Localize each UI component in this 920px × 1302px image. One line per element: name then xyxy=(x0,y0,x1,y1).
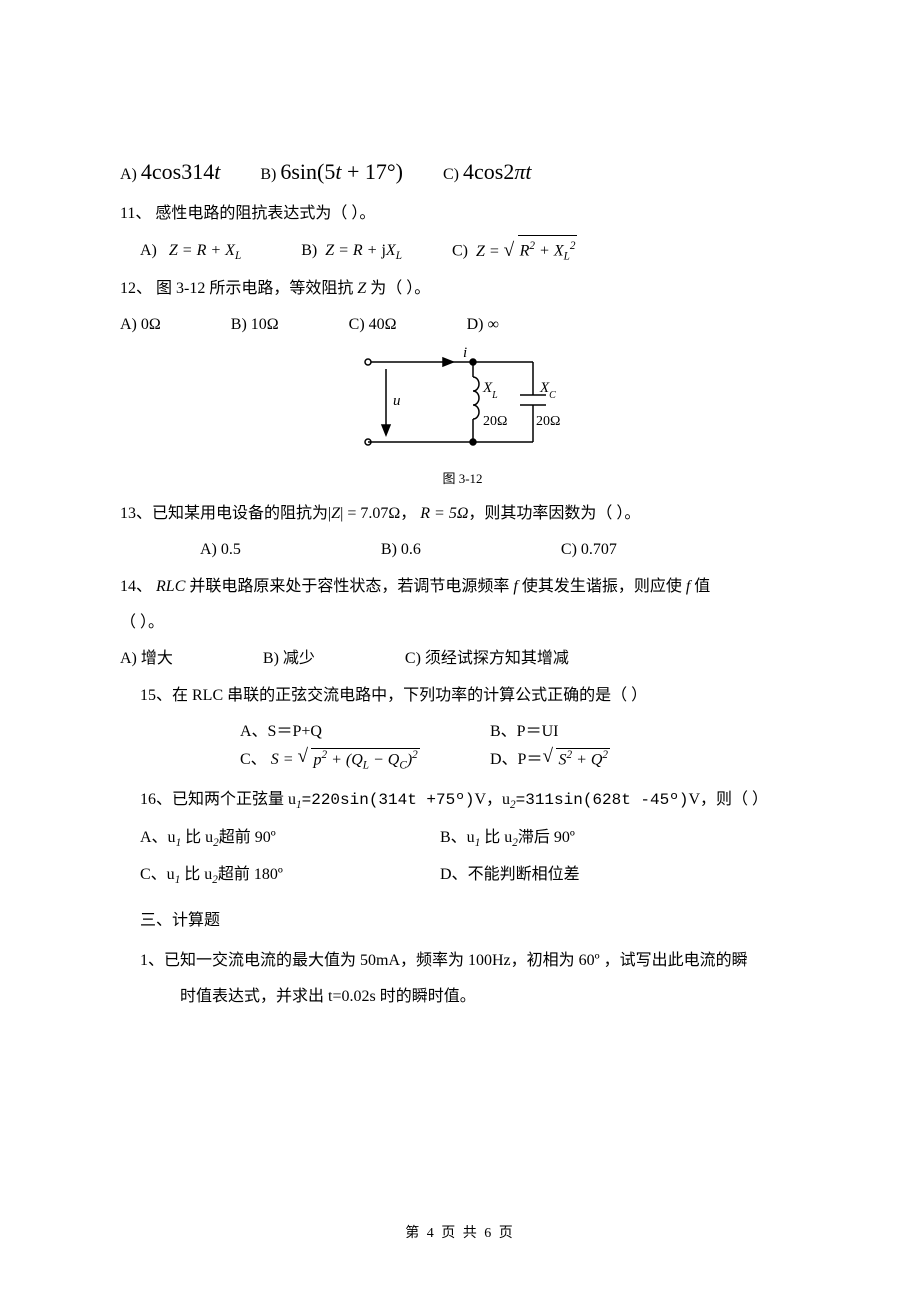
circuit-figure: i u XL 20Ω XC 20Ω xyxy=(120,347,805,462)
q16-eq2: =311sin(628t -45º) xyxy=(516,791,689,809)
label-xc-val: 20Ω xyxy=(536,414,560,429)
q15-opt-c: C、 S = p2 + (QL − QC)2 xyxy=(240,745,490,771)
q13-opt-b: B) 0.6 xyxy=(381,535,421,565)
q10-c-expr: 4cos2πt xyxy=(463,159,531,184)
q12-opt-a: A) 0Ω xyxy=(120,310,161,340)
label-u: u xyxy=(393,393,401,409)
q16-options-row2: C、u1 比 u2超前 180º D、不能判断相位差 xyxy=(120,860,805,891)
q10-b-expr: 6sin(5t + 17°) xyxy=(280,159,403,184)
page-footer: 第 4 页 共 6 页 xyxy=(0,1222,920,1242)
opt-label: A) xyxy=(140,242,157,259)
q15-opt-d: D、P＝S2 + Q2 xyxy=(490,745,740,771)
q10-options: A) 4cos314t B) 6sin(5t + 17°) C) 4cos2πt xyxy=(120,151,805,193)
q16-eq1: =220sin(314t +75º) xyxy=(302,791,475,809)
label-xl: XL xyxy=(482,380,498,401)
q14-opt-b: B) 减少 xyxy=(263,644,315,674)
opt-label: C) xyxy=(452,243,468,260)
q14-opt-c: C) 须经试探方知其增减 xyxy=(405,644,569,674)
q12-opt-d: D) ∞ xyxy=(467,310,499,340)
q13-stem: 13、已知某用电设备的阻抗为|Z| = 7.07Ω， R = 5Ω，则其功率因数… xyxy=(120,499,805,529)
label-xc: XC xyxy=(539,380,556,401)
q11-stem: 11、 感性电路的阻抗表达式为（ ）。 xyxy=(120,199,805,229)
opt-label: B) xyxy=(260,166,276,183)
q14-stem-l2: （ ）。 xyxy=(120,608,805,638)
label-xl-val: 20Ω xyxy=(483,414,507,429)
calc-q1-l2: 时值表达式，并求出 t=0.02s 时的瞬时值。 xyxy=(120,982,805,1012)
q12-z: Z xyxy=(357,280,366,297)
q12-stem: 12、 图 3-12 所示电路，等效阻抗 Z 为（ ）。 xyxy=(120,274,805,304)
q13-opt-c: C) 0.707 xyxy=(561,535,617,565)
q13-opt-a: A) 0.5 xyxy=(200,535,241,565)
opt-label: A) xyxy=(120,166,137,183)
q13-zabs: |Z| = 7.07Ω xyxy=(328,505,400,522)
page: A) 4cos314t B) 6sin(5t + 17°) C) 4cos2πt… xyxy=(0,0,920,1302)
q10-a-expr: 4cos314t xyxy=(141,159,220,184)
q14-rlc: RLC xyxy=(156,578,185,595)
q15-opt-a: A、S＝P+Q xyxy=(240,717,490,741)
q14-stem-l1: 14、 RLC 并联电路原来处于容性状态，若调节电源频率 f 使其发生谐振，则应… xyxy=(120,572,805,602)
label-i: i xyxy=(463,347,467,361)
q14-options: A) 增大 B) 减少 C) 须经试探方知其增减 xyxy=(120,644,805,674)
q15-stem: 15、在 RLC 串联的正弦交流电路中，下列功率的计算公式正确的是（ ） xyxy=(120,681,805,711)
q14-opt-a: A) 增大 xyxy=(120,644,173,674)
q12-opt-c: C) 40Ω xyxy=(349,310,397,340)
q11-b-expr: Z = R + jXL xyxy=(325,242,402,259)
q16-stem: 16、已知两个正弦量 u1=220sin(314t +75º)V，u2=311s… xyxy=(120,785,805,816)
q13-options: A) 0.5 B) 0.6 C) 0.707 xyxy=(120,535,805,565)
q16-d-text: 不能判断相位差 xyxy=(468,866,580,883)
calc-q1-l1: 1、已知一交流电流的最大值为 50mA，频率为 100Hz，初相为 60º ，试… xyxy=(120,946,805,976)
q16-opt-b: B、u1 比 u2滞后 90º xyxy=(440,823,575,854)
q11-c-expr: Z = R2 + XL2 xyxy=(476,243,577,260)
q16-opt-c: C、u1 比 u2超前 180º xyxy=(140,860,400,891)
q16-options-row1: A、u1 比 u2超前 90º B、u1 比 u2滞后 90º xyxy=(120,823,805,854)
q15-options: A、S＝P+Q B、P＝UI C、 S = p2 + (QL − QC)2 D、… xyxy=(120,717,805,775)
q11-a-expr: Z = R + XL xyxy=(169,242,241,259)
q15-opt-b: B、P＝UI xyxy=(490,717,740,741)
circuit-svg: i u XL 20Ω XC 20Ω xyxy=(358,347,568,462)
opt-label: C) xyxy=(443,166,459,183)
q12-options: A) 0Ω B) 10Ω C) 40Ω D) ∞ xyxy=(120,310,805,340)
q11-options: A) Z = R + XL B) Z = R + jXL C) Z = R2 +… xyxy=(120,235,805,268)
section3-title: 三、计算题 xyxy=(120,906,805,936)
q16-opt-a: A、u1 比 u2超前 90º xyxy=(140,823,400,854)
q12-opt-b: B) 10Ω xyxy=(231,310,279,340)
figure-caption: 图 3-12 xyxy=(120,468,805,487)
q16-opt-d: D、不能判断相位差 xyxy=(440,860,580,891)
opt-label: B) xyxy=(301,242,317,259)
q13-r: R = 5Ω xyxy=(420,505,468,522)
